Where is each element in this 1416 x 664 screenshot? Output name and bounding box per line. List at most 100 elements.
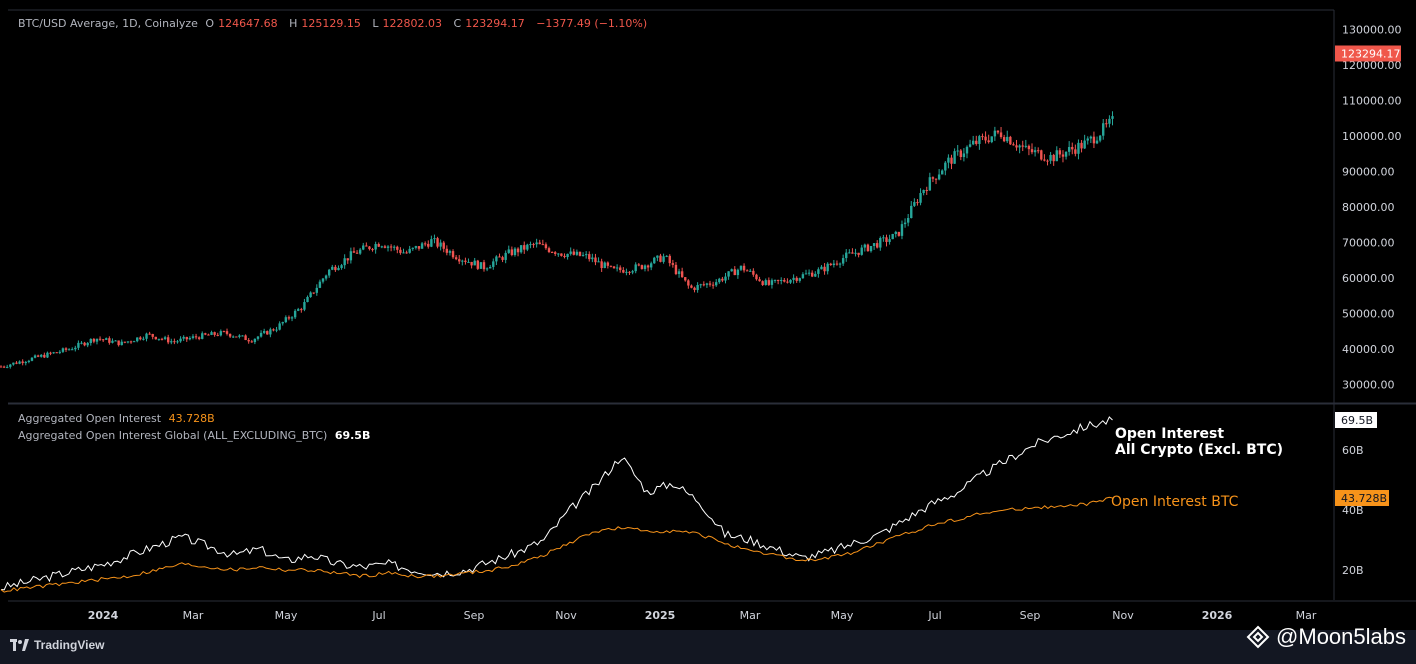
candle-body	[324, 275, 328, 279]
candle-body	[445, 248, 449, 253]
candle-body	[290, 317, 294, 319]
time-tick-label: Nov	[1112, 609, 1134, 622]
candle-body	[303, 302, 306, 310]
candle-body	[228, 333, 232, 337]
candle-body	[631, 271, 634, 273]
candle-body	[575, 251, 579, 255]
candle-body	[845, 252, 848, 259]
candle-body	[1058, 150, 1062, 155]
candle-body	[157, 338, 161, 340]
last-price-tag-label: 123294.17	[1341, 48, 1401, 61]
candle-body	[804, 273, 808, 275]
candle-body	[476, 260, 480, 269]
time-tick-label: Mar	[183, 609, 204, 622]
symbol-label[interactable]: BTC/USD Average, 1D, Coinalyze	[18, 17, 198, 30]
candle-body	[83, 342, 86, 346]
oi-global-line	[0, 416, 1113, 591]
candle-body	[526, 244, 529, 250]
candle-body	[523, 245, 526, 250]
candle-body	[680, 271, 684, 278]
candle-body	[405, 252, 408, 254]
candle-body	[916, 202, 919, 204]
candle-body	[956, 150, 959, 152]
candle-body	[247, 340, 250, 342]
tradingview-logo[interactable]: TradingView	[10, 638, 104, 652]
candle-body	[767, 280, 771, 285]
candle-body	[814, 273, 817, 277]
candle-body	[197, 337, 201, 339]
candle-body	[433, 238, 436, 240]
candle-body	[222, 331, 226, 333]
annotation-all-crypto: Open Interest All Crypto (Excl. BTC)	[1115, 426, 1283, 458]
candle-body	[554, 252, 557, 254]
oi-btc-legend[interactable]: Aggregated Open Interest 43.728B	[18, 412, 219, 425]
candle-body	[241, 335, 244, 337]
candle-body	[1098, 135, 1102, 141]
candle-body	[21, 361, 24, 364]
candle-body	[705, 283, 709, 285]
candle-body	[665, 255, 668, 257]
change-label: −1377.49 (−1.10%)	[536, 17, 648, 30]
candle-body	[321, 278, 325, 282]
candle-body	[362, 245, 365, 250]
candle-body	[145, 333, 148, 339]
candle-body	[668, 255, 671, 264]
candle-body	[594, 257, 597, 263]
oi-global-legend[interactable]: Aggregated Open Interest Global (ALL_EXC…	[18, 429, 374, 442]
candle-body	[888, 239, 891, 242]
candle-body	[634, 264, 637, 272]
candle-body	[427, 243, 430, 247]
candle-body	[207, 334, 210, 336]
candle-body	[262, 331, 266, 333]
candle-body	[1021, 145, 1024, 147]
candle-body	[402, 252, 405, 254]
candle-body	[396, 246, 399, 250]
candle-body	[1049, 154, 1052, 161]
candle-body	[1037, 150, 1040, 152]
candle-body	[306, 296, 309, 303]
candle-body	[649, 263, 653, 268]
time-tick-label: Jul	[371, 609, 385, 622]
candle-body	[516, 248, 520, 253]
candle-body	[910, 205, 913, 219]
watermark-text: @Moon5labs	[1276, 624, 1406, 649]
candle-body	[882, 237, 885, 239]
candle-body	[999, 132, 1003, 138]
candle-body	[386, 246, 390, 248]
candle-body	[975, 140, 978, 144]
candle-body	[913, 202, 916, 206]
candle-body	[944, 162, 947, 171]
low-label: L 122802.03	[372, 17, 443, 30]
candle-body	[371, 249, 374, 251]
candle-body	[9, 364, 12, 367]
candle-body	[15, 362, 18, 364]
candle-body	[358, 249, 362, 254]
candle-body	[619, 267, 622, 271]
candle-body	[662, 256, 665, 262]
candle-body	[659, 255, 662, 262]
price-tick-label: 110000.00	[1342, 95, 1402, 108]
oi-tick-label: 20B	[1342, 564, 1364, 577]
candle-body	[755, 274, 758, 280]
candle-body	[259, 332, 263, 337]
candle-body	[36, 355, 40, 357]
price-tick-label: 40000.00	[1342, 343, 1395, 356]
price-tick-label: 80000.00	[1342, 201, 1395, 214]
candle-body	[513, 248, 517, 256]
candle-body	[374, 244, 377, 250]
annotation-all-crypto-line1: Open Interest	[1115, 426, 1225, 442]
candle-body	[1083, 140, 1086, 149]
price-legend: BTC/USD Average, 1D, Coinalyze O 124647.6…	[18, 17, 651, 30]
candle-body	[281, 322, 284, 324]
candle-body	[1033, 150, 1037, 153]
candle-body	[464, 260, 467, 262]
candle-body	[764, 280, 767, 285]
candle-body	[829, 263, 832, 266]
candle-body	[24, 361, 27, 364]
candle-body	[563, 255, 566, 258]
candle-body	[656, 255, 659, 258]
candle-body	[454, 257, 458, 260]
candle-body	[928, 177, 932, 191]
diamond-logo-icon	[1246, 625, 1270, 649]
